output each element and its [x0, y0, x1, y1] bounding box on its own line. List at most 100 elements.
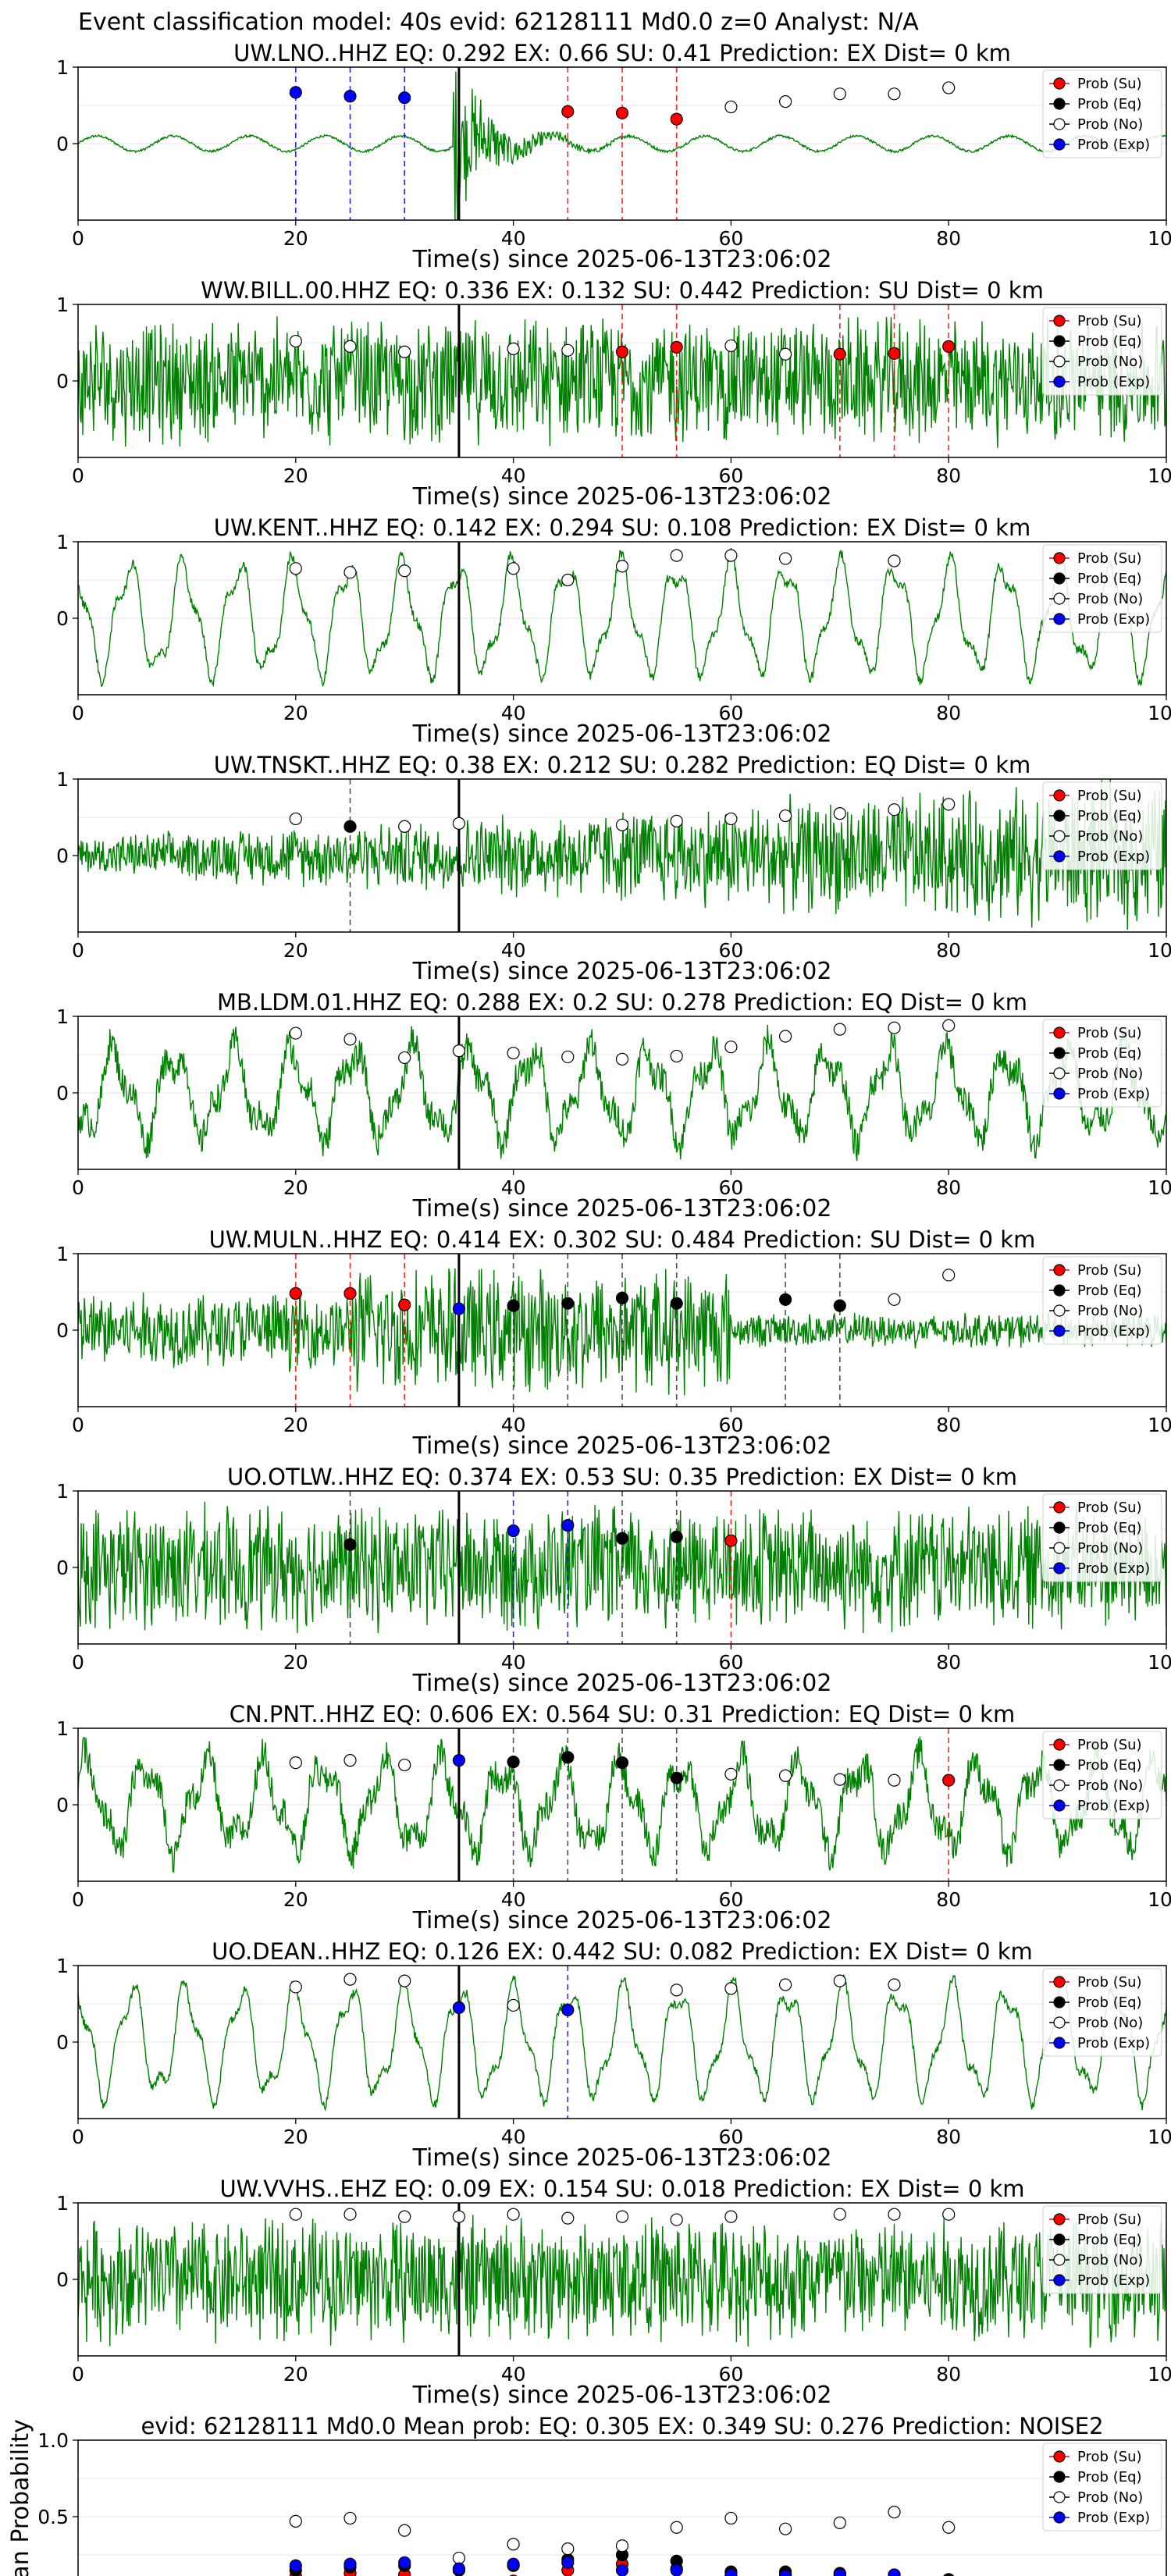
- x-tick-label: 60: [718, 1888, 743, 1911]
- prob-point-no: [670, 2213, 683, 2226]
- prob-point-no: [561, 2211, 575, 2225]
- prob-point-no: [615, 560, 629, 573]
- panel-9: UO.DEAN..HHZ EQ: 0.126 EX: 0.442 SU: 0.0…: [56, 1938, 1171, 2172]
- legend-marker: [1053, 2233, 1066, 2246]
- prob-point-eq: [670, 1530, 683, 1543]
- x-tick-label: 20: [283, 227, 308, 250]
- legend-marker: [1053, 850, 1066, 863]
- mean-point-exp: [452, 2562, 466, 2575]
- prob-point-no: [833, 1974, 846, 1987]
- legend-label: Prob (Exp): [1077, 374, 1150, 390]
- prob-point-no: [398, 1051, 411, 1065]
- legend-label: Prob (No): [1077, 116, 1143, 133]
- x-tick-label: 20: [283, 1888, 308, 1911]
- prob-point-eq: [778, 1293, 792, 1306]
- legend-label: Prob (No): [1077, 828, 1143, 845]
- x-tick-label: 80: [936, 227, 961, 250]
- x-tick-label: 40: [501, 2126, 526, 2148]
- y-tick-label: 1: [56, 1243, 69, 1265]
- prob-point-no: [398, 820, 411, 833]
- legend-marker: [1053, 375, 1066, 388]
- x-axis-label: Time(s) since 2025-06-13T23:06:02: [412, 246, 832, 273]
- legend: Prob (Su) Prob (Eq) Prob (No) Prob (Exp): [1042, 1019, 1162, 1108]
- panel-2: WW.BILL.00.HHZ EQ: 0.336 EX: 0.132 SU: 0…: [56, 277, 1171, 511]
- panel-7: UO.OTLW..HHZ EQ: 0.374 EX: 0.53 SU: 0.35…: [56, 1464, 1171, 1697]
- x-tick-label: 20: [283, 702, 308, 724]
- x-tick-label: 0: [72, 1888, 84, 1911]
- prob-point-no: [398, 1758, 411, 1772]
- panel-title: UW.KENT..HHZ EQ: 0.142 EX: 0.294 SU: 0.1…: [214, 514, 1030, 541]
- prob-point-no: [343, 2208, 357, 2221]
- legend-marker: [1053, 2491, 1066, 2503]
- x-tick-label: 100: [1148, 1651, 1171, 1674]
- x-tick-label: 40: [501, 1888, 526, 1911]
- panel-title: UW.VVHS..EHZ EQ: 0.09 EX: 0.154 SU: 0.01…: [219, 2176, 1024, 2202]
- legend-box: [1042, 2205, 1162, 2294]
- prob-point-exp: [452, 1754, 466, 1767]
- legend-marker: [1053, 2016, 1066, 2029]
- mean-point-no: [452, 2551, 466, 2565]
- prob-point-no: [343, 566, 357, 579]
- legend-marker: [1053, 2274, 1066, 2286]
- legend-label: Prob (No): [1077, 354, 1143, 370]
- legend-marker: [1053, 1087, 1066, 1100]
- panel-title: UW.TNSKT..HHZ EQ: 0.38 EX: 0.212 SU: 0.2…: [214, 752, 1031, 778]
- legend-box: [1042, 1256, 1162, 1345]
- legend: Prob (Su) Prob (Eq) Prob (No) Prob (Exp): [1042, 1968, 1162, 2057]
- legend-marker: [1053, 1284, 1066, 1297]
- legend-label: Prob (Eq): [1077, 2232, 1142, 2248]
- prob-point-no: [561, 573, 575, 587]
- panel-title: UW.MULN..HHZ EQ: 0.414 EX: 0.302 SU: 0.4…: [209, 1226, 1036, 1253]
- legend-label: Prob (Su): [1077, 1737, 1142, 1753]
- x-tick-label: 60: [718, 1176, 743, 1199]
- x-tick-label: 0: [72, 1414, 84, 1436]
- legend-box: [1042, 307, 1162, 396]
- legend-label: Prob (Eq): [1077, 96, 1142, 112]
- waveform-trace: [78, 71, 1166, 220]
- prob-point-no: [724, 549, 738, 562]
- prob-point-exp: [561, 2003, 575, 2016]
- panel-title: WW.BILL.00.HHZ EQ: 0.336 EX: 0.132 SU: 0…: [201, 277, 1044, 304]
- x-tick-label: 40: [501, 1176, 526, 1199]
- prob-point-eq: [670, 1771, 683, 1784]
- legend-marker: [1053, 1501, 1066, 1514]
- x-axis-label: Time(s) since 2025-06-13T23:06:02: [412, 483, 832, 511]
- prob-point-exp: [452, 1302, 466, 1315]
- mean-point-no: [343, 2511, 357, 2525]
- prob-point-no: [724, 1767, 738, 1781]
- prob-point-no: [888, 1978, 901, 1991]
- x-tick-label: 0: [72, 939, 84, 962]
- mean-point-no: [724, 2511, 738, 2525]
- prob-point-eq: [343, 1538, 357, 1551]
- prob-point-no: [778, 95, 792, 109]
- prob-point-no: [724, 2210, 738, 2223]
- legend-marker: [1053, 2450, 1066, 2463]
- x-tick-label: 60: [718, 2126, 743, 2148]
- y-tick-label: 0.5: [37, 2506, 69, 2528]
- x-tick-label: 100: [1148, 2363, 1171, 2386]
- x-tick-label: 80: [936, 2363, 961, 2386]
- legend-marker: [1053, 2511, 1066, 2524]
- prob-point-eq: [615, 1756, 629, 1770]
- legend-marker: [1053, 1542, 1066, 1554]
- prob-point-no: [398, 564, 411, 578]
- legend-marker: [1053, 552, 1066, 564]
- y-tick-label: 1: [56, 1955, 69, 1977]
- legend-label: Prob (Su): [1077, 788, 1142, 804]
- waveform-trace: [78, 2215, 1166, 2348]
- prob-point-no: [888, 87, 901, 101]
- prob-point-su: [398, 1298, 411, 1311]
- x-tick-label: 40: [501, 702, 526, 724]
- legend-label: Prob (No): [1077, 2489, 1143, 2506]
- x-tick-label: 60: [718, 2363, 743, 2386]
- prob-point-eq: [343, 820, 357, 833]
- y-tick-label: 1: [56, 1005, 69, 1028]
- prob-point-no: [398, 2210, 411, 2223]
- prob-point-no: [507, 2208, 520, 2221]
- x-tick-label: 40: [501, 939, 526, 962]
- prob-point-no: [670, 814, 683, 828]
- y-tick-label: 0: [56, 133, 69, 155]
- legend-marker: [1053, 1325, 1066, 1337]
- mean-point-no: [833, 2516, 846, 2529]
- x-axis-label: Time(s) since 2025-06-13T23:06:02: [412, 958, 832, 985]
